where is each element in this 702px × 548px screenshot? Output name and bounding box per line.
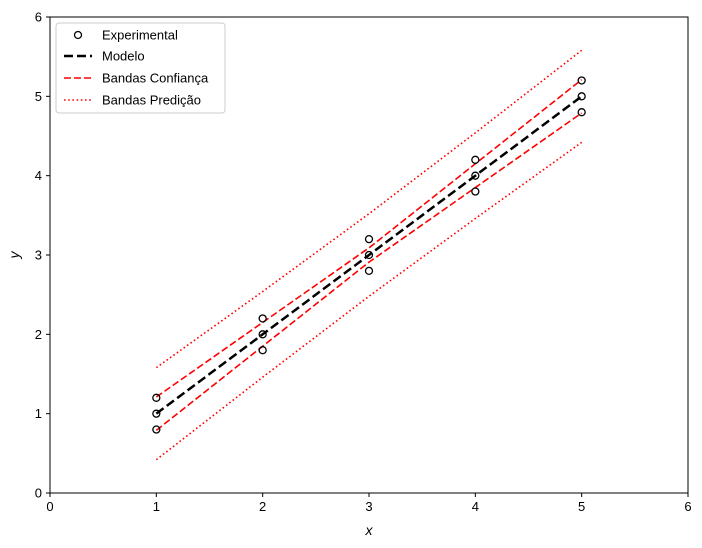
prediction-band-lower [155, 141, 583, 461]
model-layer [155, 95, 583, 415]
confidence-band-lower [155, 112, 583, 431]
legend-label-modelo: Modelo [102, 49, 145, 64]
data-point [577, 108, 586, 117]
data-point [577, 92, 586, 101]
y-axis: 0 1 2 3 4 5 6 [35, 10, 50, 501]
data-point [577, 76, 586, 85]
legend-label-experimental: Experimental [102, 28, 178, 43]
data-point [471, 155, 480, 164]
confidence-band-upper [155, 79, 583, 398]
data-point [152, 393, 161, 402]
bands-layer [155, 49, 583, 461]
legend: Experimental Modelo Bandas Confiança Ban… [55, 22, 226, 114]
prediction-band-upper [155, 49, 583, 369]
y-tick-label: 0 [35, 486, 42, 501]
data-point [152, 409, 161, 418]
y-tick-label: 3 [35, 248, 42, 263]
y-axis-label: y [6, 251, 22, 260]
legend-label-predicao: Bandas Predição [102, 93, 201, 108]
y-tick-label: 1 [35, 406, 42, 421]
y-tick-label: 2 [35, 327, 42, 342]
data-point [152, 425, 161, 434]
x-tick-label: 0 [46, 499, 53, 514]
legend-marker-experimental [73, 30, 83, 40]
x-tick-label: 4 [472, 499, 479, 514]
data-point [364, 234, 374, 244]
data-point [471, 171, 480, 180]
data-point [258, 330, 267, 339]
y-tick-label: 5 [35, 89, 42, 104]
x-tick-label: 1 [153, 499, 160, 514]
x-axis-label: x [365, 522, 374, 538]
legend-label-confianca: Bandas Confiança [102, 71, 209, 86]
data-point [364, 266, 374, 276]
data-point [258, 314, 267, 323]
x-tick-label: 2 [259, 499, 266, 514]
x-tick-label: 3 [365, 499, 372, 514]
data-point [364, 250, 374, 260]
model-line [155, 95, 583, 415]
points-layer [152, 76, 586, 434]
x-tick-label: 6 [684, 499, 691, 514]
x-axis: 0 1 2 3 4 5 6 [46, 493, 692, 514]
data-point [258, 346, 267, 355]
legend-box [55, 22, 226, 114]
x-tick-label: 5 [578, 499, 585, 514]
y-tick-label: 6 [35, 10, 42, 25]
y-tick-label: 4 [35, 168, 42, 183]
data-point [471, 187, 480, 196]
